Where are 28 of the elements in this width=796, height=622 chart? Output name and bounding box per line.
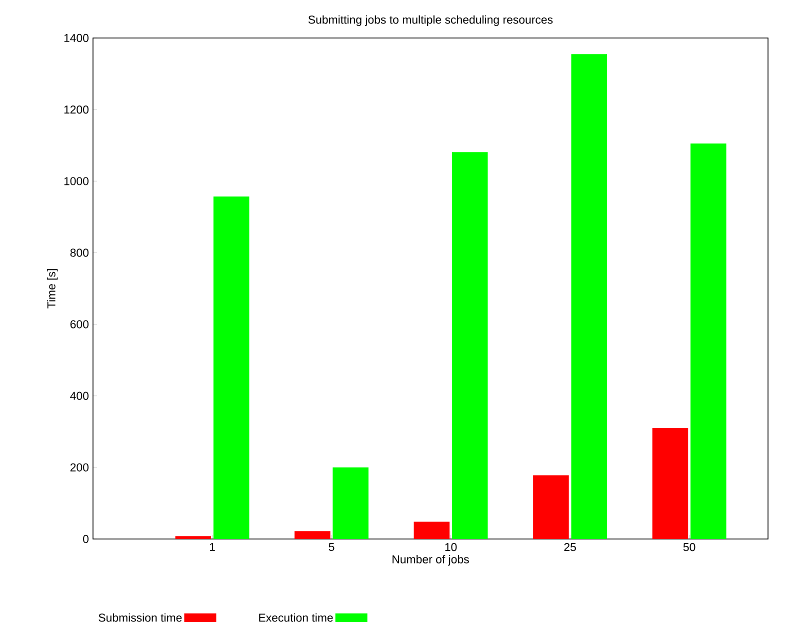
- bar: [452, 152, 488, 539]
- bar: [571, 54, 608, 539]
- bar: [213, 196, 250, 539]
- bar: [175, 536, 212, 539]
- x-tick-label: 25: [564, 543, 576, 552]
- x-axis-title: Number of jobs: [392, 554, 469, 566]
- x-tick-label: 1: [210, 543, 215, 551]
- legend-label: Submission time: [98, 613, 182, 622]
- y-tick-label: 800: [70, 248, 89, 257]
- y-tick-label: 1200: [64, 106, 89, 114]
- x-tick-label: 5: [328, 543, 334, 551]
- legend-label: Execution time: [259, 613, 333, 622]
- x-tick-label: 50: [683, 543, 696, 552]
- bar: [414, 522, 450, 539]
- bar: [652, 428, 688, 539]
- x-tick-label: 10: [445, 543, 457, 552]
- y-tick-label: 1000: [64, 177, 89, 186]
- y-tick-label: 400: [70, 392, 89, 400]
- y-tick-label: 1400: [64, 34, 89, 42]
- bar: [294, 531, 330, 539]
- y-tick-label: 200: [70, 463, 89, 472]
- bar: [690, 144, 726, 539]
- y-axis-title: Time [s]: [46, 269, 58, 308]
- chart-title: Submitting jobs to multiple scheduling resources: [308, 15, 553, 26]
- bar: [332, 467, 368, 539]
- y-tick-label: 0: [83, 534, 89, 544]
- y-tick-label: 600: [70, 320, 89, 328]
- bar: [533, 475, 569, 539]
